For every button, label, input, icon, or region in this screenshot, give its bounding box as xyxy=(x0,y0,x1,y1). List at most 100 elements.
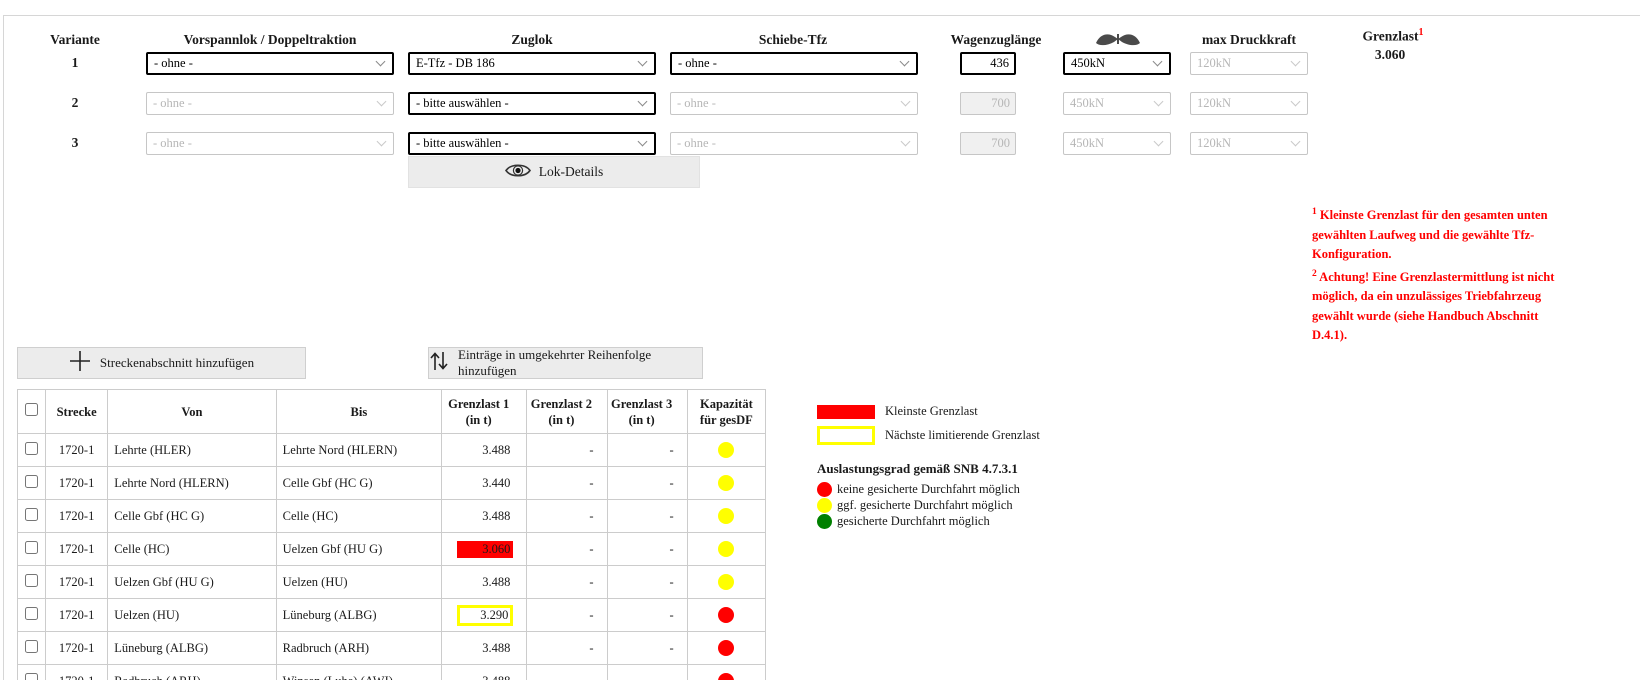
schiebe-tfz-column-header: Schiebe-Tfz xyxy=(758,32,828,47)
row-checkbox[interactable] xyxy=(25,540,39,554)
lok-details-label: Lok-Details xyxy=(538,164,604,179)
vorspannlok-select-2[interactable]: - ohne - xyxy=(146,92,394,115)
table-row: 1720-1 Uelzen Gbf (HU G) Uelzen (HU) 3.4… xyxy=(16,565,767,599)
grenzlast1-value: 3.440 xyxy=(482,475,511,490)
variant-number-1: 1 xyxy=(71,55,79,70)
chevron-down-icon xyxy=(637,56,648,67)
schiebe-tfz-select-2[interactable]: - ohne - xyxy=(670,92,918,115)
legend-status-dot xyxy=(817,481,832,497)
chevron-down-icon xyxy=(637,96,648,107)
zugkraft-select-2[interactable]: 450kN xyxy=(1063,92,1171,115)
capacity-status-dot xyxy=(718,673,735,680)
legend-next-label: Nächste limitierende Grenzlast xyxy=(885,428,1040,442)
footnote-2: 2 Achtung! Eine Grenzlastermittlung ist … xyxy=(1312,268,1555,343)
footnote-1: 1 Kleinste Grenzlast für den gesamten un… xyxy=(1312,207,1548,262)
row-checkbox[interactable] xyxy=(25,573,39,587)
wagenzuglaenge-input-1[interactable] xyxy=(960,52,1016,75)
von-header: Von xyxy=(107,389,277,434)
bis-header: Bis xyxy=(275,389,443,434)
legend-item: ggf. gesicherte Durchfahrt möglich xyxy=(817,497,1237,513)
coupling-icon xyxy=(1094,30,1142,53)
druckkraft-select-3[interactable]: 120kN xyxy=(1190,132,1308,155)
table-row: 1720-1 Celle Gbf (HC G) Celle (HC) 3.488… xyxy=(16,499,767,533)
select-all-checkbox[interactable] xyxy=(25,403,39,416)
legend: Kleinste Grenzlast Nächste limitierende … xyxy=(817,404,1237,529)
grenzlast-column-header: Grenzlast1 xyxy=(1362,27,1424,44)
chevron-down-icon xyxy=(900,136,911,147)
wagenzuglaenge-input-2[interactable] xyxy=(960,92,1016,115)
chevron-down-icon xyxy=(1153,96,1164,107)
druckkraft-select-2[interactable]: 120kN xyxy=(1190,92,1308,115)
capacity-status-dot xyxy=(718,640,735,657)
chevron-down-icon xyxy=(375,56,386,67)
grenzlast1-value: 3.488 xyxy=(482,640,511,655)
row-checkbox[interactable] xyxy=(25,474,39,488)
route-sections-table: Strecke Von Bis Grenzlast 1 (in t) Grenzl… xyxy=(16,389,767,680)
legend-min-label: Kleinste Grenzlast xyxy=(885,404,978,418)
table-row: 1720-1 Radbruch (ARH) Winsen (Luhe) (AWI… xyxy=(16,664,767,680)
grenzlast1-value: 3.488 xyxy=(482,574,511,589)
legend-next-swatch xyxy=(817,426,875,445)
variant-number-3: 3 xyxy=(71,135,79,150)
zugkraft-select-3[interactable]: 450kN xyxy=(1063,132,1171,155)
row-checkbox[interactable] xyxy=(25,639,39,653)
table-row: 1720-1 Lüneburg (ALBG) Radbruch (ARH) 3.… xyxy=(16,631,767,665)
legend-status-dot xyxy=(817,497,832,513)
zuglok-select-3[interactable]: - bitte auswählen - xyxy=(408,132,656,155)
grenzlast2-header: Grenzlast 2 (in t) xyxy=(526,389,608,434)
zugkraft-select-1[interactable]: 450kN xyxy=(1063,52,1171,75)
grenzlast1-header: Grenzlast 1 (in t) xyxy=(441,389,528,434)
kapazitaet-header: Kapazität für gesDF xyxy=(686,389,767,434)
row-checkbox[interactable] xyxy=(25,507,39,521)
capacity-status-dot xyxy=(718,508,735,525)
vorspannlok-select-3[interactable]: - ohne - xyxy=(146,132,394,155)
row-checkbox[interactable] xyxy=(25,672,39,680)
table-row: 1720-1 Uelzen (HU) Lüneburg (ALBG) 3.290… xyxy=(16,598,767,632)
chevron-down-icon xyxy=(1152,56,1163,67)
vorspannlok-select-1[interactable]: - ohne - xyxy=(146,52,394,75)
add-reverse-order-button[interactable]: Einträge in umgekehrter Reihenfolge hinz… xyxy=(428,347,703,379)
chevron-down-icon xyxy=(900,96,911,107)
capacity-status-dot xyxy=(718,574,735,591)
eye-icon xyxy=(504,162,531,183)
lok-details-button[interactable]: Lok-Details xyxy=(408,156,700,188)
variante-column-header: Variante xyxy=(50,32,100,47)
max-druckkraft-column-header: max Druckkraft xyxy=(1201,32,1297,47)
row-checkbox[interactable] xyxy=(25,441,39,455)
capacity-status-dot xyxy=(718,607,735,624)
legend-min-row: Kleinste Grenzlast xyxy=(817,404,1237,419)
wagenzuglaenge-input-3[interactable] xyxy=(960,132,1016,155)
variant-number-2: 2 xyxy=(71,95,79,110)
druckkraft-select-1[interactable]: 120kN xyxy=(1190,52,1308,75)
capacity-status-dot xyxy=(718,541,735,558)
legend-next-row: Nächste limitierende Grenzlast xyxy=(817,426,1237,445)
table-header-row: Strecke Von Bis Grenzlast 1 (in t) Grenzl… xyxy=(16,389,767,434)
legend-item: gesicherte Durchfahrt möglich xyxy=(817,513,1237,529)
capacity-status-dot xyxy=(718,475,735,492)
add-reverse-order-label: Einträge in umgekehrter Reihenfolge hinz… xyxy=(458,347,652,378)
schiebe-tfz-select-1[interactable]: - ohne - xyxy=(670,52,918,75)
grenzlast-result-value: 3.060 xyxy=(1374,47,1406,62)
table-row: 1720-1 Celle (HC) Uelzen Gbf (HU G) 3.06… xyxy=(16,532,767,566)
table-row: 1720-1 Lehrte Nord (HLERN) Celle Gbf (HC… xyxy=(16,466,767,500)
zuglok-select-2[interactable]: - bitte auswählen - xyxy=(408,92,656,115)
zuglok-select-1[interactable]: E-Tfz - DB 186 xyxy=(408,52,656,75)
grenzlast1-value: 3.488 xyxy=(482,508,511,523)
chevron-down-icon xyxy=(1153,136,1164,147)
footnotes: 1 Kleinste Grenzlast für den gesamten un… xyxy=(1312,203,1566,346)
chevron-down-icon xyxy=(1290,96,1301,107)
grenzlast1-value: 3.488 xyxy=(457,673,513,680)
grenzlast3-header: Grenzlast 3 (in t) xyxy=(606,389,688,434)
chevron-down-icon xyxy=(1290,136,1301,147)
chevron-down-icon xyxy=(376,96,387,107)
row-checkbox[interactable] xyxy=(25,606,39,620)
plus-icon xyxy=(69,350,91,376)
add-section-button[interactable]: Streckenabschnitt hinzufügen xyxy=(17,347,306,379)
chevron-down-icon xyxy=(376,136,387,147)
chevron-down-icon xyxy=(1290,56,1301,67)
capacity-status-dot xyxy=(718,442,735,459)
chevron-down-icon xyxy=(899,56,910,67)
schiebe-tfz-select-3[interactable]: - ohne - xyxy=(670,132,918,155)
legend-heading: Auslastungsgrad gemäß SNB 4.7.3.1 xyxy=(817,461,1018,476)
